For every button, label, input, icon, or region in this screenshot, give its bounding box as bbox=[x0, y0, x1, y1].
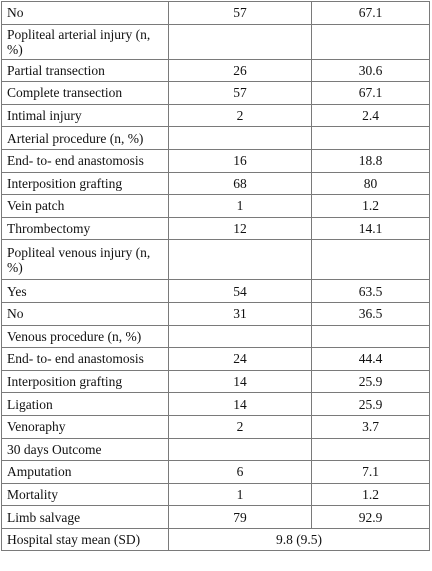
count-cell: 2 bbox=[168, 103, 312, 128]
row-label-cell: Interposition grafting bbox=[1, 369, 169, 394]
row-label-cell: Ligation bbox=[1, 392, 169, 416]
percent-cell: 25.9 bbox=[311, 392, 430, 416]
table-body: No 57 67.1 Popliteal arterial injury (n, %)… bbox=[1, 1, 430, 552]
percent-cell: 67.1 bbox=[311, 1, 430, 25]
section-label-cell: Popliteal venous injury (n, %) bbox=[1, 239, 169, 281]
empty-cell bbox=[168, 23, 312, 60]
empty-cell bbox=[311, 437, 430, 462]
table-row: Limb salvage 79 92.9 bbox=[1, 505, 430, 529]
table-row: Interposition grafting 68 80 bbox=[1, 171, 430, 196]
count-cell: 24 bbox=[168, 347, 312, 371]
empty-cell bbox=[311, 239, 430, 281]
row-label-cell: Intimal injury bbox=[1, 103, 169, 128]
percent-cell: 25.9 bbox=[311, 369, 430, 394]
table-row: Amputation 6 7.1 bbox=[1, 460, 430, 484]
count-cell: 57 bbox=[168, 81, 312, 105]
table-row: Complete transection 57 67.1 bbox=[1, 81, 430, 105]
section-row: 30 days Outcome bbox=[1, 437, 430, 462]
count-cell: 57 bbox=[168, 1, 312, 25]
empty-cell bbox=[311, 23, 430, 60]
row-label-cell: Vein patch bbox=[1, 194, 169, 218]
count-cell: 31 bbox=[168, 301, 312, 326]
empty-cell bbox=[311, 324, 430, 349]
table-row: Ligation 14 25.9 bbox=[1, 392, 430, 416]
row-label-cell: Yes bbox=[1, 279, 169, 303]
count-cell: 1 bbox=[168, 194, 312, 218]
table-row: Interposition grafting 14 25.9 bbox=[1, 369, 430, 394]
table-row: Partial transection 26 30.6 bbox=[1, 58, 430, 83]
percent-cell: 30.6 bbox=[311, 58, 430, 83]
percent-cell: 67.1 bbox=[311, 81, 430, 105]
percent-cell: 18.8 bbox=[311, 148, 430, 173]
table-container: No 57 67.1 Popliteal arterial injury (n, %)… bbox=[1, 1, 430, 552]
row-label-cell: End- to- end anastomosis bbox=[1, 347, 169, 371]
count-cell: 79 bbox=[168, 505, 312, 529]
count-cell: 16 bbox=[168, 148, 312, 173]
percent-cell: 2.4 bbox=[311, 103, 430, 128]
percent-cell: 7.1 bbox=[311, 460, 430, 484]
percent-cell: 1.2 bbox=[311, 482, 430, 507]
row-label-cell: Partial transection bbox=[1, 58, 169, 83]
count-cell: 2 bbox=[168, 414, 312, 439]
percent-cell: 80 bbox=[311, 171, 430, 196]
table-row: No 31 36.5 bbox=[1, 301, 430, 326]
table-row: Thrombectomy 12 14.1 bbox=[1, 216, 430, 241]
section-row: Popliteal arterial injury (n, %) bbox=[1, 23, 430, 60]
table-row: Venoraphy 2 3.7 bbox=[1, 414, 430, 439]
table-row: End- to- end anastomosis 24 44.4 bbox=[1, 347, 430, 371]
table-row: Vein patch 1 1.2 bbox=[1, 194, 430, 218]
table-row: No 57 67.1 bbox=[1, 1, 430, 25]
percent-cell: 44.4 bbox=[311, 347, 430, 371]
row-label-cell: Hospital stay mean (SD) bbox=[1, 527, 169, 552]
count-cell: 14 bbox=[168, 369, 312, 394]
row-label-cell: Venoraphy bbox=[1, 414, 169, 439]
section-row: Venous procedure (n, %) bbox=[1, 324, 430, 349]
merged-value-cell: 9.8 (9.5) bbox=[168, 527, 430, 552]
count-cell: 68 bbox=[168, 171, 312, 196]
empty-cell bbox=[168, 126, 312, 150]
table-row: Yes 54 63.5 bbox=[1, 279, 430, 303]
count-cell: 54 bbox=[168, 279, 312, 303]
empty-cell bbox=[311, 126, 430, 150]
empty-cell bbox=[168, 437, 312, 462]
row-label-cell: Limb salvage bbox=[1, 505, 169, 529]
percent-cell: 92.9 bbox=[311, 505, 430, 529]
table-row: Intimal injury 2 2.4 bbox=[1, 103, 430, 128]
percent-cell: 63.5 bbox=[311, 279, 430, 303]
row-label-cell: Thrombectomy bbox=[1, 216, 169, 241]
outcomes-table: No 57 67.1 Popliteal arterial injury (n, %)… bbox=[1, 1, 430, 552]
count-cell: 14 bbox=[168, 392, 312, 416]
percent-cell: 36.5 bbox=[311, 301, 430, 326]
row-label-cell: No bbox=[1, 301, 169, 326]
percent-cell: 3.7 bbox=[311, 414, 430, 439]
row-label-cell: Interposition grafting bbox=[1, 171, 169, 196]
percent-cell: 14.1 bbox=[311, 216, 430, 241]
count-cell: 6 bbox=[168, 460, 312, 484]
row-label-cell: Complete transection bbox=[1, 81, 169, 105]
count-cell: 12 bbox=[168, 216, 312, 241]
empty-cell bbox=[168, 239, 312, 281]
table-row: End- to- end anastomosis 16 18.8 bbox=[1, 148, 430, 173]
row-label-cell: End- to- end anastomosis bbox=[1, 148, 169, 173]
count-cell: 1 bbox=[168, 482, 312, 507]
row-label-cell: Mortality bbox=[1, 482, 169, 507]
section-row: Popliteal venous injury (n, %) bbox=[1, 239, 430, 281]
section-label-cell: Popliteal arterial injury (n, %) bbox=[1, 23, 169, 60]
empty-cell bbox=[168, 324, 312, 349]
table-row: Hospital stay mean (SD) 9.8 (9.5) bbox=[1, 527, 430, 552]
percent-cell: 1.2 bbox=[311, 194, 430, 218]
row-label-cell: Amputation bbox=[1, 460, 169, 484]
section-row: Arterial procedure (n, %) bbox=[1, 126, 430, 150]
section-label-cell: 30 days Outcome bbox=[1, 437, 169, 462]
table-row: Mortality 1 1.2 bbox=[1, 482, 430, 507]
section-label-cell: Venous procedure (n, %) bbox=[1, 324, 169, 349]
count-cell: 26 bbox=[168, 58, 312, 83]
row-label-cell: No bbox=[1, 1, 169, 25]
section-label-cell: Arterial procedure (n, %) bbox=[1, 126, 169, 150]
